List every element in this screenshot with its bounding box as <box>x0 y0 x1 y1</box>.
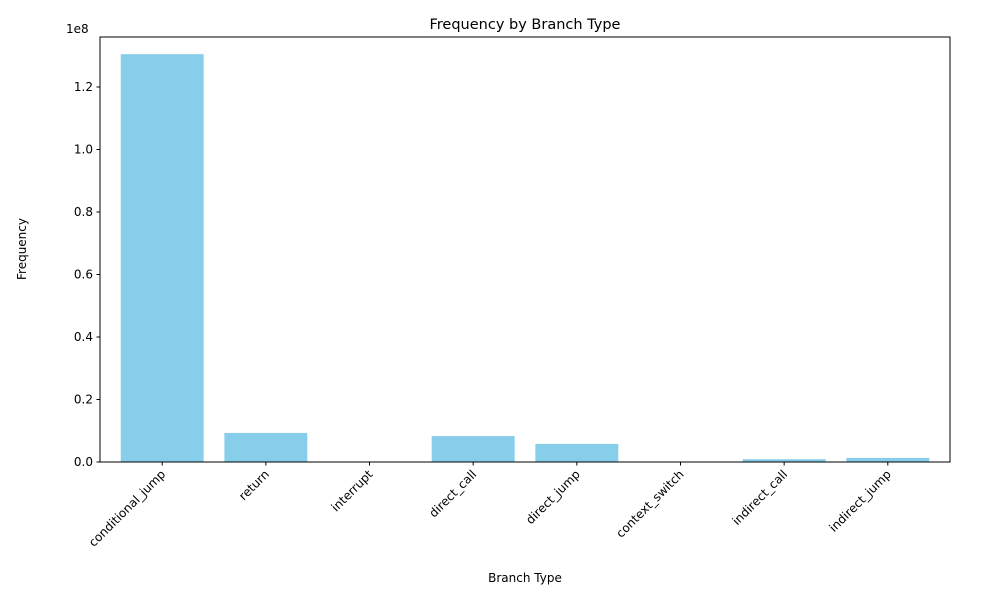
y-axis-multiplier: 1e8 <box>66 22 89 36</box>
y-axis: 0.0 0.2 0.4 0.6 0.8 1.0 1.2 <box>74 80 100 469</box>
bar-return <box>224 432 308 462</box>
y-tick-label: 0.2 <box>74 393 93 407</box>
y-tick-label: 1.2 <box>74 80 93 94</box>
bar-direct_jump <box>535 443 619 462</box>
x-axis-label: Branch Type <box>488 571 562 585</box>
chart-title: Frequency by Branch Type <box>430 17 621 33</box>
y-tick-label: 0.6 <box>74 268 93 282</box>
bars-group <box>120 54 930 462</box>
y-tick-label: 0.8 <box>74 205 93 219</box>
plot-frame <box>99 36 951 463</box>
bar-indirect_call <box>742 459 826 462</box>
bar-indirect_jump <box>846 457 930 462</box>
y-tick-label: 0.0 <box>74 455 93 469</box>
bar-conditional_jump <box>120 54 204 462</box>
y-axis-label: Frequency <box>15 218 29 280</box>
y-tick-label: 1.0 <box>74 143 93 157</box>
bar-direct_call <box>431 436 515 462</box>
y-tick-label: 0.4 <box>74 330 93 344</box>
